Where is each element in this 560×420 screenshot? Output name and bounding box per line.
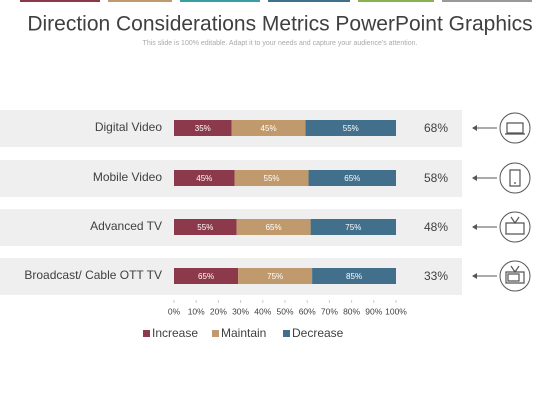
y-tick-label: Broadcast/ Cable OTT TV	[24, 268, 162, 282]
x-tick-label: 20%	[210, 306, 227, 316]
data-label: 35%	[195, 124, 211, 133]
legend-swatch	[283, 330, 290, 337]
data-label: 75%	[345, 223, 361, 232]
data-label: 45%	[261, 124, 277, 133]
legend-label: Maintain	[221, 326, 266, 340]
bar-segment	[231, 120, 306, 136]
chart-title: Direction Considerations Metrics PowerPo…	[27, 13, 532, 36]
legend-label: Increase	[152, 326, 198, 340]
x-tick-label: 80%	[343, 306, 360, 316]
icon-circle	[499, 211, 531, 243]
bar-segment	[174, 120, 232, 136]
icon	[509, 169, 521, 187]
bar-segment	[238, 268, 313, 284]
data-label: 85%	[346, 272, 362, 281]
right-label: 33%	[424, 269, 448, 283]
bar-segment	[312, 268, 396, 284]
data-label: 55%	[264, 174, 280, 183]
legend-swatch	[143, 330, 150, 337]
strip	[442, 0, 532, 2]
x-tick-label: 70%	[321, 306, 338, 316]
strip	[108, 0, 172, 2]
top-strips	[20, 0, 532, 2]
icon	[505, 122, 525, 135]
bar-segment	[174, 219, 237, 235]
data-label: 55%	[197, 223, 213, 232]
legend-swatch	[212, 330, 219, 337]
strip	[20, 0, 100, 2]
arrow-head	[472, 273, 477, 279]
x-tick-label: 60%	[299, 306, 316, 316]
bar-segment	[234, 170, 309, 186]
x-tick-label: 0%	[168, 306, 181, 316]
data-label: 45%	[196, 174, 212, 183]
legend-label: Decrease	[292, 326, 344, 340]
x-tick-label: 40%	[254, 306, 271, 316]
strip	[180, 0, 260, 2]
x-tick-label: 100%	[385, 306, 407, 316]
arrow-head	[472, 125, 477, 131]
y-tick-label: Mobile Video	[93, 170, 162, 184]
data-label: 65%	[266, 223, 282, 232]
bar-segment	[310, 219, 396, 235]
data-label: 65%	[344, 174, 360, 183]
x-tick-label: 90%	[365, 306, 382, 316]
bar-segment	[305, 120, 396, 136]
data-label: 55%	[343, 124, 359, 133]
x-tick-label: 10%	[188, 306, 205, 316]
y-tick-label: Digital Video	[95, 120, 162, 134]
bar-segment	[236, 219, 311, 235]
x-tick-label: 30%	[232, 306, 249, 316]
arrow-head	[472, 175, 477, 181]
chart-subtitle: This slide is 100% editable. Adapt it to…	[143, 40, 418, 47]
bar-segment	[308, 170, 396, 186]
icon	[505, 216, 525, 235]
strip	[268, 0, 350, 2]
icon-circle	[499, 162, 531, 194]
right-label: 68%	[424, 121, 448, 135]
x-tick-label: 50%	[276, 306, 293, 316]
icon-circle	[499, 260, 531, 292]
icon	[505, 265, 525, 284]
data-label: 65%	[198, 272, 214, 281]
right-label: 48%	[424, 220, 448, 234]
bar-segment	[174, 268, 239, 284]
strip	[358, 0, 434, 2]
data-label: 75%	[267, 272, 283, 281]
arrow-head	[472, 224, 477, 230]
icon-circle	[499, 112, 531, 144]
right-label: 58%	[424, 171, 448, 185]
y-tick-label: Advanced TV	[90, 219, 162, 233]
bar-segment	[174, 170, 235, 186]
